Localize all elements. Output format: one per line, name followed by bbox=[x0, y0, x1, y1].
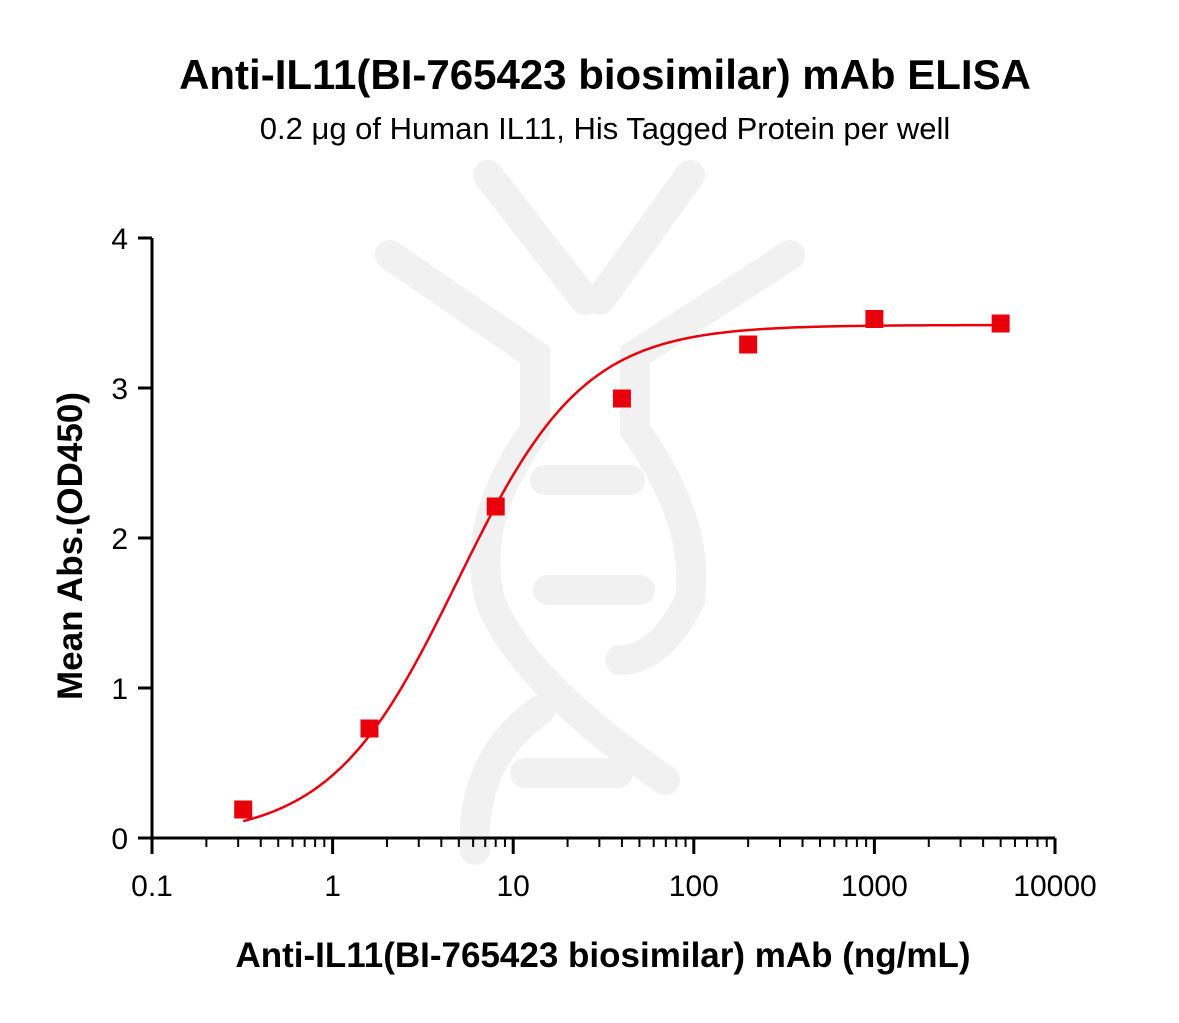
y-tick-label: 3 bbox=[111, 373, 128, 406]
x-tick-label: 1 bbox=[324, 870, 341, 903]
y-tick-label: 1 bbox=[111, 673, 128, 706]
chart-title: Anti-IL11(BI-765423 biosimilar) mAb ELIS… bbox=[179, 51, 1031, 98]
x-tick-label: 10000 bbox=[1013, 870, 1096, 903]
dna-watermark bbox=[375, 160, 805, 865]
x-tick-label: 10 bbox=[497, 870, 530, 903]
data-point bbox=[865, 310, 884, 328]
y-tick-label: 2 bbox=[111, 523, 128, 556]
y-tick-label: 4 bbox=[111, 223, 128, 256]
chart-subtitle: 0.2 μg of Human IL11, His Tagged Protein… bbox=[260, 111, 951, 146]
y-tick-label: 0 bbox=[111, 823, 128, 856]
data-point bbox=[739, 335, 758, 354]
x-tick-label: 0.1 bbox=[131, 870, 173, 903]
x-tick-label: 100 bbox=[669, 870, 719, 903]
x-tick-label: 1000 bbox=[841, 870, 908, 903]
data-point bbox=[360, 719, 379, 738]
y-axis-label: Mean Abs.(OD450) bbox=[51, 392, 90, 700]
x-axis-label: Anti-IL11(BI-765423 biosimilar) mAb (ng/… bbox=[235, 936, 970, 975]
data-point bbox=[991, 314, 1010, 333]
ticks bbox=[138, 236, 1057, 854]
points-layer bbox=[234, 310, 1010, 819]
data-point bbox=[486, 497, 505, 516]
tick-labels: 0 1 2 3 4 0.1 1 10 100 1000 10000 bbox=[111, 223, 1096, 903]
data-point bbox=[612, 389, 631, 408]
data-point bbox=[234, 800, 253, 819]
